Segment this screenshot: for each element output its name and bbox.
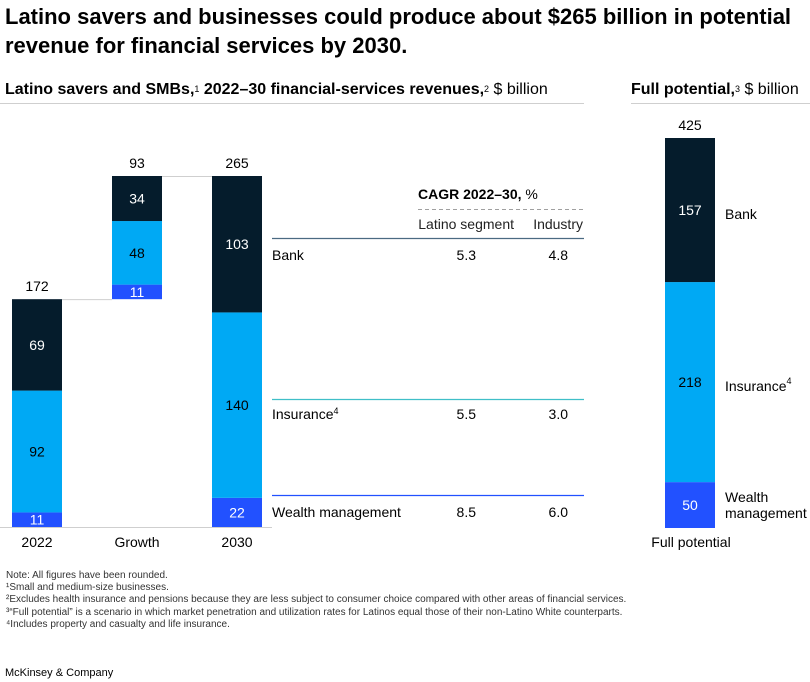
bar-label-growth-wealth: 11	[130, 284, 145, 300]
bar-total-2022: 172	[25, 278, 49, 294]
cagr-wealth-latino: 8.5	[457, 504, 477, 520]
cagr-row-label-wealth: Wealth management	[272, 504, 401, 520]
cagr-title-unit: %	[522, 186, 538, 202]
footnote-2: ²Excludes health insurance and pensions …	[6, 594, 627, 606]
bar-growth-bank	[112, 176, 162, 222]
full-potential-label-wealth: 50	[682, 497, 698, 513]
bar-label-growth-bank: 34	[129, 191, 145, 207]
full-potential-total: 425	[678, 117, 702, 133]
footnote-3: ³“Full potential” is a scenario in which…	[6, 606, 623, 618]
bar-2030-insurance	[212, 312, 262, 498]
footnote-4: ⁴Includes property and casualty and life…	[6, 618, 230, 630]
footnote-note: Note: All figures have been rounded.	[6, 570, 168, 581]
left-header-unit: $ billion	[489, 81, 548, 98]
left-header-sup1: 1	[194, 84, 200, 94]
cagr-insurance-industry: 3.0	[549, 406, 569, 422]
bar-total-2030: 265	[225, 155, 249, 171]
footnotes: Note: All figures have been rounded. ¹Sm…	[6, 570, 626, 631]
cagr-wealth-industry: 6.0	[549, 504, 569, 520]
bar-2030-wealth	[212, 497, 262, 527]
left-header-sup2: 2	[484, 84, 490, 94]
x-tick-growth: Growth	[114, 534, 159, 550]
x-tick-2022: 2022	[21, 534, 52, 550]
left-header-bold2: 2022–30 financial-services revenues,	[199, 81, 485, 98]
bar-label-growth-insurance: 48	[129, 245, 145, 261]
bars-layer: 11 92 69 172 2022 11 48 34 93 Growth 22 140 103 265 20…	[0, 117, 807, 550]
chart-title: Latino savers and businesses could produ…	[5, 4, 792, 58]
cagr-col-industry: Industry	[533, 216, 583, 232]
full-potential-bar-insurance	[665, 282, 715, 483]
right-header-sup: 3	[735, 84, 741, 94]
bar-label-2030-bank: 103	[225, 236, 249, 252]
source-footer: McKinsey & Company	[5, 667, 114, 679]
footnote-1: ¹Small and medium-size businesses.	[6, 582, 169, 594]
cagr-row-label-bank: Bank	[272, 247, 305, 263]
x-tick-2030: 2030	[221, 534, 252, 550]
full-potential-x-tick: Full potential	[651, 534, 730, 550]
right-header-unit: $ billion	[740, 81, 799, 98]
cagr-title-bold: CAGR 2022–30,	[418, 186, 522, 202]
cagr-bank-industry: 4.8	[549, 247, 569, 263]
full-potential-legend-wealth: Wealth management	[725, 489, 807, 521]
cagr-bank-latino: 5.3	[457, 247, 477, 263]
bar-2030-bank	[212, 176, 262, 313]
bar-total-growth: 93	[129, 155, 145, 171]
full-potential-label-insurance: 218	[678, 374, 702, 390]
bar-2022-bank	[12, 299, 62, 391]
bar-2022-insurance	[12, 390, 62, 513]
cagr-col-latino: Latino segment	[418, 216, 514, 232]
bar-growth-insurance	[112, 221, 162, 285]
full-potential-legend-bank: Bank	[725, 206, 758, 222]
full-potential-label-bank: 157	[678, 202, 702, 218]
cagr-table-title: CAGR 2022–30, %	[418, 186, 538, 202]
full-potential-bar-wealth	[665, 482, 715, 528]
bar-growth-wealth	[112, 284, 162, 300]
full-potential-legend-insurance: Insurance4	[725, 376, 792, 394]
bar-label-2022-insurance: 92	[29, 444, 45, 460]
left-chart-header: Latino savers and SMBs,1 2022–30 financi…	[5, 80, 548, 100]
right-chart-header: Full potential,3 $ billion	[631, 80, 799, 100]
bar-label-2030-insurance: 140	[225, 397, 249, 413]
left-header-bold: Latino savers and SMBs,	[5, 81, 195, 98]
full-potential-bar-bank	[665, 138, 715, 283]
bar-label-2030-wealth: 22	[229, 504, 245, 520]
cagr-insurance-latino: 5.5	[457, 406, 477, 422]
right-header-bold: Full potential,	[631, 81, 735, 98]
bar-label-2022-bank: 69	[29, 337, 45, 353]
cagr-row-label-insurance: Insurance4	[272, 406, 339, 422]
bar-2022-wealth	[12, 512, 62, 527]
bar-label-2022-wealth: 11	[30, 512, 45, 528]
